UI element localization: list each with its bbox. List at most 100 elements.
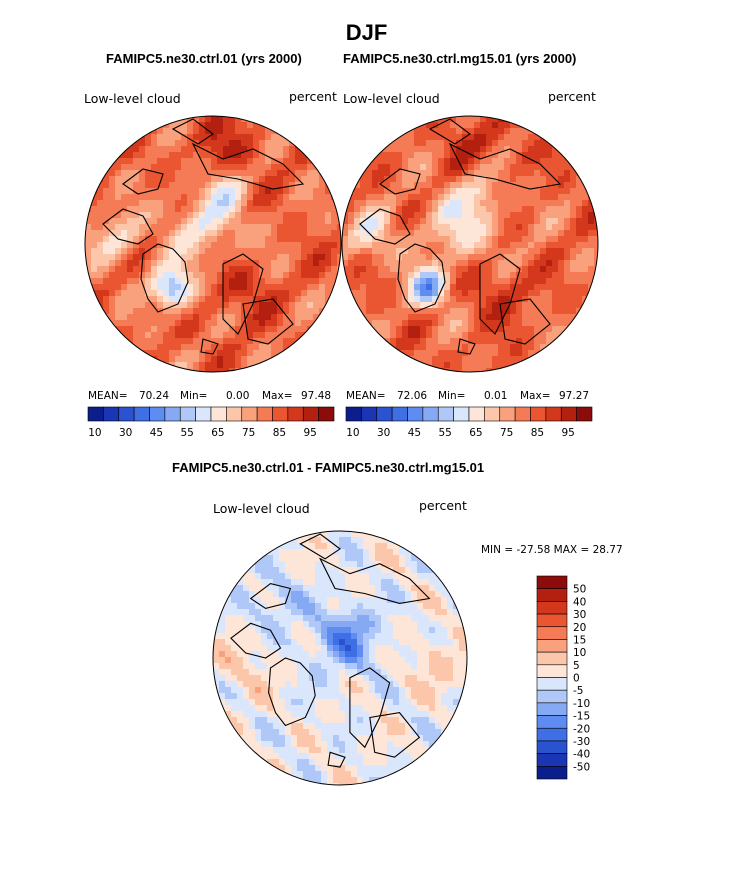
panel-1-colorbar-swatch (318, 406, 335, 422)
panel-2-colorbar-swatch (468, 406, 485, 422)
difference-colorbar-swatch (536, 575, 568, 589)
panel-1-colorbar-swatch (241, 406, 258, 422)
panel-2-colorbar-swatch (361, 406, 378, 422)
panel-2-colorbar-tick-label: 55 (438, 427, 451, 439)
panel-2-colorbar-swatch (376, 406, 393, 422)
panel-2-colorbar-tick-label: 45 (408, 427, 421, 439)
difference-colorbar-swatch (536, 766, 568, 780)
difference-colorbar-tick-label: 50 (573, 584, 586, 596)
panel-1-colorbar-tick-label: 55 (180, 427, 193, 439)
difference-colorbar-swatch (536, 715, 568, 729)
panel-2-colorbar-swatch (545, 406, 562, 422)
panel-2-colorbar-swatch (345, 406, 362, 422)
panel-1-colorbar-swatch (103, 406, 120, 422)
difference-colorbar-tick-label: -20 (573, 723, 590, 735)
panel-1-colorbar-tick-label: 45 (150, 427, 163, 439)
panel-1-colorbar-tick-label: 95 (303, 427, 316, 439)
panel-2-units-label: percent (548, 89, 596, 104)
difference-colorbar-tick-label: 40 (573, 596, 586, 608)
difference-colorbar-tick-label: 10 (573, 647, 586, 659)
panel-2-min-label: Min= (438, 390, 466, 402)
figure-title: DJF (345, 20, 388, 45)
difference-colorbar-swatch (536, 613, 568, 628)
panel-1-variable-label: Low-level cloud (84, 91, 181, 106)
difference-colorbar-tick-label: 5 (573, 660, 580, 672)
panel-2-colorbar-swatch (391, 406, 408, 422)
panel-1-colorbar-swatch (133, 406, 150, 422)
panel-1-colorbar-swatch (164, 406, 181, 422)
panel-2-colorbar-swatch (422, 406, 439, 422)
difference-colorbar-swatch (536, 651, 568, 666)
panel-2-variable-label: Low-level cloud (343, 91, 440, 106)
difference-colorbar-swatch (536, 727, 568, 742)
panel-1-units-label: percent (289, 89, 337, 104)
difference-colorbar-tick-label: 15 (573, 634, 586, 646)
difference-colorbar-swatch (536, 702, 568, 716)
panel-1-colorbar-tick-label: 75 (242, 427, 255, 439)
panel-1-map-border (84, 115, 342, 373)
panel-2-colorbar-swatch (576, 406, 593, 422)
panel-2-colorbar-swatch (514, 406, 531, 422)
panel-1-title: FAMIPC5.ne30.ctrl.01 (yrs 2000) (106, 51, 302, 66)
panel-2-colorbar-swatch (560, 406, 577, 422)
panel-2-colorbar-swatch (407, 406, 424, 422)
panel-1-min-value: 0.00 (226, 390, 250, 402)
difference-coastlines (230, 533, 431, 768)
panel-1-colorbar-swatch (87, 406, 104, 422)
panel-1-colorbar-tick-label: 30 (119, 427, 132, 439)
panel-1-colorbar-tick-label: 65 (211, 427, 224, 439)
panel-1-colorbar-swatch (287, 406, 304, 422)
panel-2-coastlines (359, 118, 562, 355)
panel-2-colorbar-tick-label: 75 (500, 427, 513, 439)
panel-2-colorbar-tick-label: 30 (377, 427, 390, 439)
panel-2-colorbar-tick-label: 85 (531, 427, 544, 439)
difference-colorbar-swatch (536, 664, 568, 678)
difference-colorbar-tick-label: 20 (573, 622, 586, 634)
difference-colorbar-swatch (536, 689, 568, 704)
panel-2-mean-value: 72.06 (397, 390, 428, 402)
panel-2-colorbar: 10 30 45 55 65 75 85 95 (345, 406, 593, 439)
panel-1-mean-value: 70.24 (139, 390, 170, 402)
panel-1-max-label: Max= (262, 390, 293, 402)
difference-colorbar-tick-label: 0 (573, 673, 580, 685)
difference-colorbar-tick-label: -10 (573, 698, 590, 710)
panel-1-colorbar-swatch (302, 406, 319, 422)
difference-colorbar-tick-label: 30 (573, 609, 586, 621)
panel-2-min-value: 0.01 (484, 390, 508, 402)
panel-1-max-value: 97.48 (301, 390, 332, 402)
panel-1-mean-label: MEAN= (88, 390, 128, 402)
difference-colorbar-tick-label: -50 (573, 761, 590, 773)
panel-2-colorbar-swatch (499, 406, 516, 422)
panel-2-colorbar-tick-label: 95 (561, 427, 574, 439)
panel-1-colorbar-swatch (210, 406, 227, 422)
difference-variable-label: Low-level cloud (213, 501, 310, 516)
difference-colorbar-swatch (536, 753, 568, 767)
difference-colorbar-tick-label: -40 (573, 749, 590, 761)
difference-colorbar-swatch (536, 588, 568, 602)
panel-1-colorbar-swatch (149, 406, 166, 422)
panel-1-colorbar-swatch (195, 406, 212, 422)
panel-1-coastlines (102, 118, 305, 355)
difference-colorbar-swatch (536, 639, 568, 653)
panel-2-max-label: Max= (520, 390, 551, 402)
difference-units-label: percent (419, 498, 467, 513)
panel-2-colorbar-tick-label: 65 (469, 427, 482, 439)
difference-minmax-text: MIN = -27.58 MAX = 28.77 (481, 544, 623, 556)
panel-2-colorbar-swatch (484, 406, 501, 422)
difference-map (213, 531, 467, 785)
panel-1-colorbar-tick-label: 10 (88, 427, 101, 439)
panel-1-colorbar-swatch (272, 406, 289, 422)
panel-2-mean-label: MEAN= (346, 390, 386, 402)
difference-colorbar-swatch (536, 677, 568, 691)
panel-1-colorbar-swatch (179, 406, 196, 422)
panel-1-colorbar: 10 30 45 55 65 75 85 95 (87, 406, 335, 439)
panel-1-colorbar-tick-label: 85 (273, 427, 286, 439)
difference-colorbar-swatch (536, 626, 568, 640)
panel-1-min-label: Min= (180, 390, 208, 402)
difference-colorbar-swatch (536, 740, 568, 754)
panel-2-max-value: 97.27 (559, 390, 590, 402)
panel-2-colorbar-swatch (453, 406, 470, 422)
panel-1-colorbar-swatch (226, 406, 243, 422)
difference-map-border (212, 530, 468, 786)
